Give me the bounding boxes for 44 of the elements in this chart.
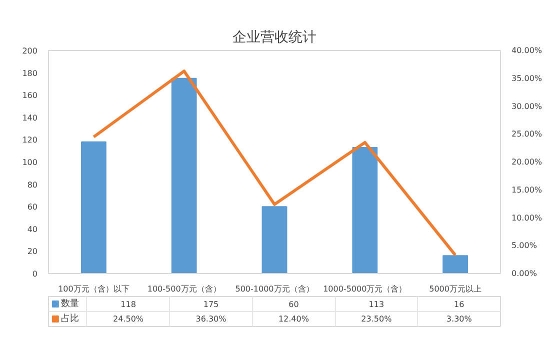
data-label: 16 bbox=[454, 300, 464, 309]
data-label: 24.50% bbox=[113, 314, 144, 324]
x-tick-label: 1000-5000万元（含） bbox=[323, 284, 407, 294]
y-tick-label: 20 bbox=[27, 247, 38, 256]
y-tick-label: 80 bbox=[27, 180, 38, 190]
data-label: 12.40% bbox=[278, 314, 310, 324]
y2-tick-label: 25.00% bbox=[512, 130, 542, 139]
y-tick-label: 120 bbox=[22, 136, 38, 145]
y2-tick-label: 30.00% bbox=[512, 102, 542, 111]
bar bbox=[80, 141, 106, 274]
y-tick-label: 0 bbox=[32, 270, 38, 278]
y-tick-label: 60 bbox=[27, 202, 38, 212]
data-label: 60 bbox=[288, 300, 299, 309]
y2-tick-label: 15.00% bbox=[512, 185, 542, 194]
y-tick-label: 180 bbox=[22, 68, 38, 78]
chart-title: 企业营收统计 bbox=[232, 30, 316, 46]
y2-tick-label: 40.00% bbox=[512, 46, 542, 55]
data-label: 113 bbox=[368, 300, 384, 309]
data-label: 23.50% bbox=[361, 314, 392, 324]
x-tick-label: 100-500万元（含） bbox=[147, 284, 221, 294]
y2-tick-label: 0.00% bbox=[512, 269, 538, 278]
y2-tick-label: 20.00% bbox=[512, 158, 542, 166]
bar bbox=[442, 255, 468, 274]
bar bbox=[262, 206, 288, 274]
y2-tick-label: 5.00% bbox=[512, 241, 538, 250]
y-tick-label: 100 bbox=[22, 158, 38, 167]
data-label: 175 bbox=[203, 300, 219, 309]
y2-tick-label: 35.00% bbox=[512, 74, 542, 83]
legend-label: 占比 bbox=[60, 313, 79, 324]
y2-tick-label: 10.00% bbox=[512, 213, 542, 222]
line-series bbox=[92, 70, 457, 257]
bar bbox=[352, 147, 378, 274]
data-label: 3.30% bbox=[446, 314, 472, 324]
y-tick-label: 40 bbox=[27, 224, 38, 234]
legend-label: 数量 bbox=[60, 298, 79, 309]
y-tick-label: 200 bbox=[22, 46, 38, 56]
data-label: 118 bbox=[120, 300, 136, 309]
x-tick-label: 500-1000万元（含） bbox=[235, 284, 314, 294]
x-tick-label: 100万元（含）以下 bbox=[58, 284, 130, 294]
y-tick-label: 140 bbox=[22, 113, 38, 122]
y-tick-label: 160 bbox=[22, 91, 38, 100]
x-tick-label: 5000万元以上 bbox=[429, 284, 482, 294]
data-label: 36.30% bbox=[196, 314, 227, 324]
bar bbox=[171, 78, 197, 274]
